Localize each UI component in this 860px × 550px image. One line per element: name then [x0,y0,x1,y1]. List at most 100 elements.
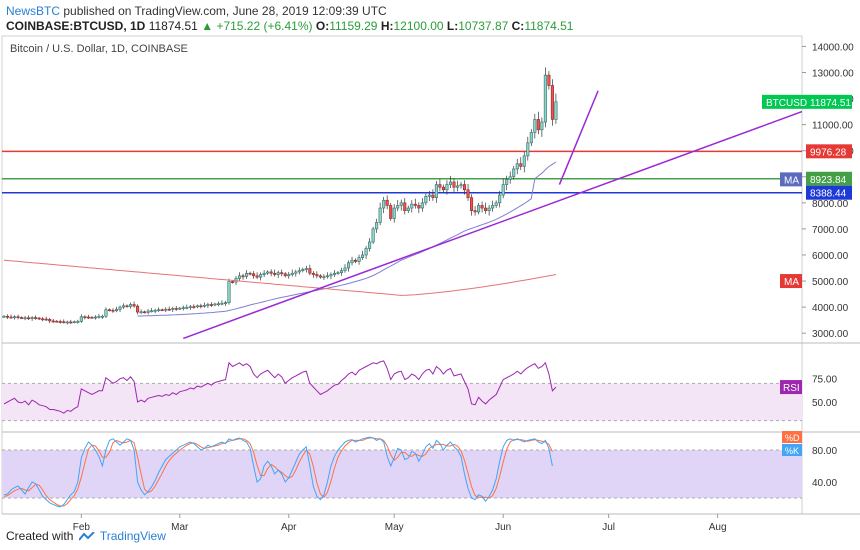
price-tag: MA [780,172,802,187]
candle [297,267,301,275]
candle [339,267,344,276]
time-tick-label: Feb [73,522,91,533]
stoch-k-line [3,436,553,508]
candle [206,302,210,308]
candle-body [498,194,502,204]
price-tag: 8388.44 [806,185,852,200]
candle [519,157,523,171]
candle-body [230,281,235,283]
candle [283,272,287,278]
candle-body [48,319,52,322]
candle-body [329,274,333,277]
candle [13,315,17,320]
trendline [558,90,599,185]
candle-body [153,309,157,312]
author-link[interactable]: NewsBTC [6,4,61,18]
candle-body [269,271,273,274]
candle-body [164,308,168,311]
candle [55,320,59,323]
candle-body [5,315,10,318]
candle-body [318,275,322,278]
candle-body [361,254,365,258]
header-line-2: COINBASE:BTCUSD, 1D 11874.51 ▲ +715.22 (… [6,19,573,34]
rsi-tag-box [780,380,802,395]
candle-body [438,184,442,188]
candle [34,315,38,320]
last-price: 11874.51 [148,19,198,33]
candle [136,304,140,315]
low-label: L: [446,19,459,33]
candle-body [455,185,460,188]
candle [51,318,55,323]
candle-body [487,207,491,211]
candle [90,316,94,319]
rsi-tag-label: RSI [783,383,800,394]
candle-body [209,304,213,306]
candle-body [315,274,319,277]
candle-body [139,311,143,314]
candle-body [273,272,277,275]
candle [5,314,10,320]
candle [164,307,168,313]
candle [470,194,474,216]
price-tag-label: 8923.84 [810,175,847,186]
stoch-tag: %K [782,444,802,456]
close-label: C: [511,19,525,33]
candle-body [420,202,424,209]
candle [146,309,150,315]
trading-chart[interactable]: Bitcoin / U.S. Dollar, 1D, COINBASE 3000… [0,34,860,539]
price-tag: 9976.28 [806,144,852,159]
candle [350,256,354,266]
candle [357,254,361,265]
time-axis: Feb Mar Apr May Jun Jul Aug [73,514,727,533]
candle-body [378,207,382,223]
stoch-tag-label: %D [785,433,800,443]
price-tick-label: 13000.00 [812,68,854,79]
candle-body [505,179,509,185]
price-tag-symbol: BTCUSD [766,98,807,109]
candle-body [20,317,24,319]
candle [445,180,449,195]
candle-body [308,268,312,274]
stoch-tick-label: 80.00 [812,446,837,457]
candle [65,320,69,325]
candle [396,200,400,212]
candle-body [97,316,101,318]
header-line-1: NewsBTC published on TradingView.com, Ju… [6,4,573,19]
candle-body [431,194,435,198]
candle [308,264,312,276]
candle-body [125,305,129,308]
candle-body [470,197,474,211]
candle-body [157,309,161,312]
candle [192,304,196,309]
chart-title: Bitcoin / U.S. Dollar, 1D, COINBASE [10,43,188,55]
price-tag-box [762,94,852,109]
open-label: O: [315,19,330,33]
candle-body [100,315,104,318]
price-tag-box [806,144,852,159]
candle [304,265,308,273]
time-tick-label: Apr [281,522,297,533]
candle-body [526,142,530,157]
candle [498,190,502,208]
candle [220,300,224,306]
candle [132,301,136,308]
candle [501,178,505,199]
candle [100,314,104,319]
candle-body [37,317,41,320]
candle-body [413,203,417,206]
candle [311,271,315,278]
candle [48,317,52,324]
candle-body [83,316,87,319]
candle-body [339,270,344,274]
candle [417,202,421,214]
candle [2,315,6,318]
up-triangle-icon: ▲ [201,19,214,33]
tradingview-link[interactable]: TradingView [99,529,166,543]
candle [540,117,544,137]
candle-body [396,205,400,209]
time-tick-label: Aug [709,522,727,533]
candle-body [283,273,287,277]
candle [424,193,428,206]
candle [202,302,206,308]
